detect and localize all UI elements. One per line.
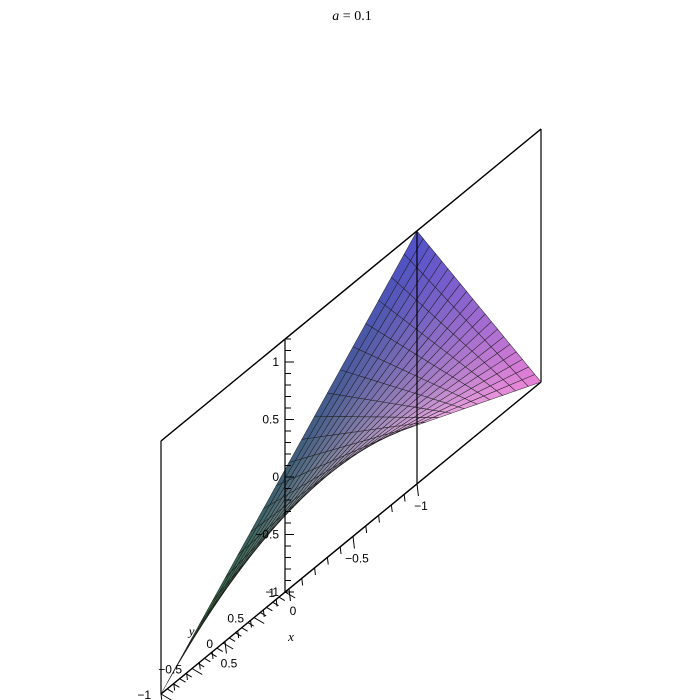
x-axis: 1 0.5 0 −0.5 −1 x <box>160 483 428 700</box>
x-major-tick <box>160 693 163 700</box>
y-tick-label: 1 <box>268 586 275 600</box>
y-major-tick <box>160 693 172 700</box>
y-minor-tick <box>179 678 186 683</box>
x-minor-tick <box>314 567 316 576</box>
y-minor-tick <box>228 637 236 642</box>
x-minor-tick <box>186 672 188 681</box>
y-minor-tick <box>204 657 211 663</box>
y-minor-tick <box>241 627 248 632</box>
y-tick-label: −1 <box>137 688 151 700</box>
x-minor-tick <box>198 662 201 670</box>
x-tick-label: 0.5 <box>221 657 238 671</box>
x-minor-tick <box>237 630 240 639</box>
z-tick-label: −0.5 <box>255 528 279 542</box>
box-edge-top-front-x <box>160 230 418 442</box>
y-minor-tick <box>259 611 267 617</box>
y-minor-tick <box>210 652 217 658</box>
z-tick-label: 0.5 <box>262 413 279 427</box>
x-major-tick <box>416 483 419 497</box>
y-axis-title: y <box>187 624 195 639</box>
y-major-tick <box>222 642 234 650</box>
surface-cell-19-0 <box>160 660 181 695</box>
x-minor-tick <box>339 546 342 555</box>
surface-cell-15-1 <box>218 565 238 595</box>
x-minor-tick <box>173 683 176 691</box>
x-minor-tick <box>403 494 406 502</box>
y-minor-tick <box>278 596 286 602</box>
x-minor-tick <box>365 525 368 534</box>
x-tick-label: 0 <box>290 604 297 618</box>
x-major-tick <box>288 588 291 602</box>
chart-title: a = 0.1 <box>332 9 371 24</box>
y-tick-label: 0.5 <box>227 612 244 626</box>
front-box-edges <box>160 128 542 695</box>
surface-mesh <box>160 230 542 695</box>
x-minor-tick <box>301 578 304 586</box>
x-major-tick <box>352 536 355 549</box>
y-minor-tick <box>216 647 224 653</box>
x-minor-tick <box>262 609 265 618</box>
x-major-tick <box>224 641 227 654</box>
y-minor-tick <box>166 688 174 693</box>
x-minor-tick <box>250 620 252 628</box>
y-axis: −1 −0.5 0 0.5 1 y <box>137 586 296 700</box>
box-edge-top-back-y <box>416 128 542 232</box>
x-tick-label: −1 <box>414 499 428 513</box>
z-axis: 1 0.5 0 −0.5 −1 <box>255 338 294 599</box>
x-minor-tick <box>390 504 393 513</box>
y-tick-label: 0 <box>206 637 213 651</box>
surface-cell-16-0 <box>199 593 219 625</box>
x-axis-title: x <box>287 629 294 644</box>
y-minor-tick <box>272 601 279 607</box>
x-minor-tick <box>378 515 380 523</box>
box-edge-back-bottom-y <box>416 381 542 485</box>
x-minor-tick <box>275 599 278 607</box>
surface-cell-15-0 <box>211 571 232 602</box>
x-tick-label: −0.5 <box>345 552 369 566</box>
z-tick-label: 0 <box>272 470 279 484</box>
z-tick-label: −1 <box>265 585 279 599</box>
y-major-tick <box>191 668 203 675</box>
y-tick-label: −0.5 <box>158 663 182 677</box>
y-minor-tick <box>266 606 273 612</box>
z-tick-label: 1 <box>272 355 279 369</box>
x-minor-tick <box>211 651 214 660</box>
x-minor-tick <box>326 557 329 565</box>
y-major-tick <box>253 617 265 624</box>
